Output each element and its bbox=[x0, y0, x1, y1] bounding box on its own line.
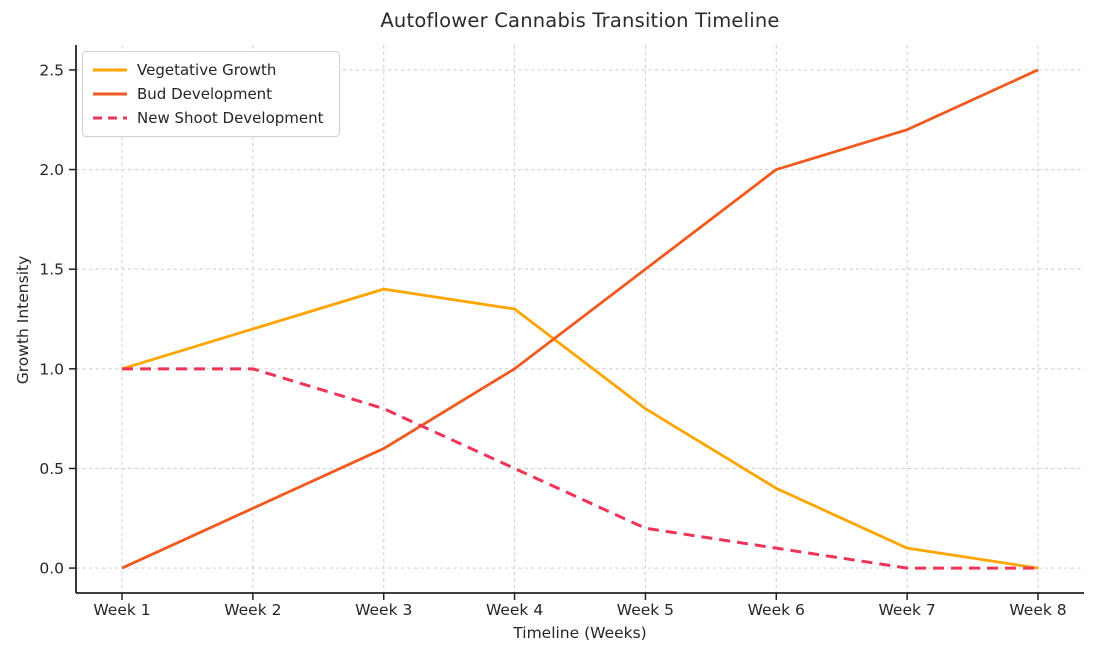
y-tick-label: 2.0 bbox=[39, 161, 64, 179]
series-line-bud-development bbox=[121, 68, 1039, 570]
x-tick-label: Week 7 bbox=[879, 601, 936, 619]
x-axis-label: Timeline (Weeks) bbox=[513, 624, 647, 642]
legend-label: Vegetative Growth bbox=[137, 61, 277, 79]
legend-label: Bud Development bbox=[137, 85, 273, 103]
y-tick-label: 2.5 bbox=[39, 61, 64, 79]
y-tick-label: 1.5 bbox=[39, 261, 64, 279]
legend-label: New Shoot Development bbox=[137, 109, 324, 127]
legend-swatch-line-icon bbox=[93, 92, 127, 96]
y-tick-label: 0.0 bbox=[39, 560, 64, 578]
x-tick-label: Week 2 bbox=[224, 601, 281, 619]
x-tick-label: Week 4 bbox=[486, 601, 543, 619]
chart-title: Autoflower Cannabis Transition Timeline bbox=[380, 9, 780, 32]
x-tick-label: Week 6 bbox=[748, 601, 805, 619]
legend: Vegetative Growth Bud Development New Shoo… bbox=[82, 51, 340, 137]
series-line-new-shoot-development bbox=[122, 367, 1038, 570]
y-tick-label: 1.0 bbox=[39, 360, 64, 378]
legend-item: New Shoot Development bbox=[93, 107, 324, 129]
x-tick-label: Week 1 bbox=[93, 601, 150, 619]
legend-item: Bud Development bbox=[93, 83, 324, 105]
y-tick-label: 0.5 bbox=[39, 460, 64, 478]
x-tick-label: Week 3 bbox=[355, 601, 412, 619]
y-axis-label: Growth Intensity bbox=[14, 255, 32, 385]
series-line-vegetative-growth bbox=[121, 287, 1039, 570]
legend-swatch-dashed-line-icon bbox=[93, 116, 127, 120]
x-tick-label: Week 5 bbox=[617, 601, 674, 619]
legend-item: Vegetative Growth bbox=[93, 59, 324, 81]
x-tick-label: Week 8 bbox=[1009, 601, 1066, 619]
legend-swatch-line-icon bbox=[93, 68, 127, 72]
